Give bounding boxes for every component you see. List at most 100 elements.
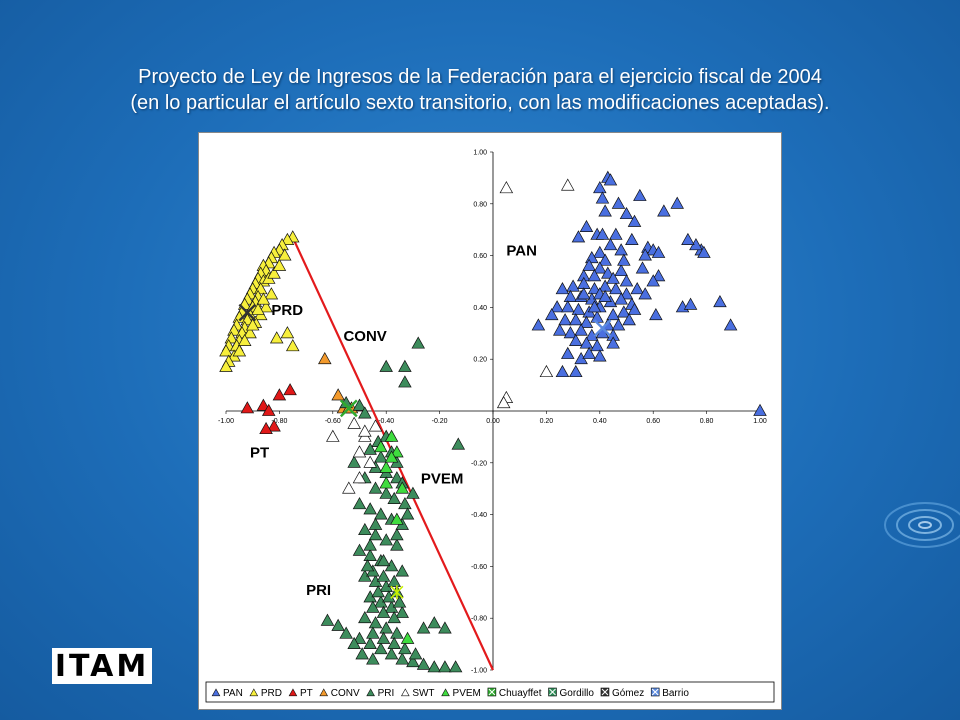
data-point <box>550 300 564 313</box>
data-point <box>651 269 666 282</box>
data-point <box>713 295 727 308</box>
data-point <box>635 261 650 274</box>
data-point <box>368 517 383 530</box>
data-point <box>593 245 607 258</box>
series-barrio <box>593 319 612 337</box>
data-point <box>611 196 626 209</box>
data-point <box>590 339 604 352</box>
data-point <box>395 481 409 494</box>
data-point <box>406 486 420 499</box>
legend-label: PRD <box>261 688 282 699</box>
legend-label: PRI <box>378 688 395 699</box>
y-tick-label: -0.60 <box>471 564 487 571</box>
party-labels: PAN PRD CONV PT PVEM PRI <box>250 243 537 599</box>
data-point <box>245 318 260 331</box>
data-point <box>384 450 399 463</box>
data-point <box>251 302 265 315</box>
data-point <box>392 595 407 608</box>
data-point <box>587 300 602 313</box>
data-point <box>371 585 385 598</box>
data-point <box>347 636 361 650</box>
data-point <box>753 403 767 416</box>
data-point <box>448 660 463 673</box>
data-point <box>598 289 612 302</box>
data-point <box>318 351 332 365</box>
data-point <box>363 442 377 455</box>
data-point <box>352 471 367 484</box>
data-point <box>376 569 391 582</box>
series-chuayffet <box>339 399 358 418</box>
data-point <box>555 364 570 378</box>
data-point <box>579 336 594 349</box>
data-point <box>398 359 412 372</box>
x-tick-label: -1.00 <box>218 418 234 425</box>
y-tick-label: -1.00 <box>471 668 487 675</box>
data-point <box>374 450 388 463</box>
data-point <box>395 605 409 618</box>
legend-item: CONV <box>319 688 360 699</box>
series-gordillo <box>390 585 404 600</box>
data-point <box>259 300 273 313</box>
y-tick-label: -0.80 <box>471 616 487 623</box>
data-point <box>259 421 273 435</box>
data-point <box>582 346 596 359</box>
legend-marker <box>249 688 259 697</box>
data-point <box>280 232 295 245</box>
legend-marker-cross <box>601 688 609 696</box>
y-tick-label: 0.20 <box>473 357 487 364</box>
data-point <box>544 307 559 321</box>
data-point <box>379 476 393 489</box>
data-point <box>363 502 377 515</box>
legend-marker <box>319 688 329 697</box>
series-pan <box>531 170 767 416</box>
data-point <box>366 652 380 665</box>
y-tick-label: 1.00 <box>473 150 487 157</box>
data-point <box>363 548 377 561</box>
data-point <box>387 491 401 504</box>
data-point <box>411 336 426 349</box>
data-point <box>579 315 594 328</box>
data-point <box>563 326 578 339</box>
data-point <box>400 507 415 520</box>
y-tick-label: 0.80 <box>473 201 487 208</box>
data-point <box>352 631 367 644</box>
data-point <box>272 258 287 271</box>
data-point <box>560 346 575 359</box>
data-point <box>379 533 393 546</box>
data-point <box>568 333 583 346</box>
data-point <box>395 652 409 665</box>
data-point <box>723 318 738 331</box>
data-point <box>339 626 353 639</box>
data-point <box>622 313 636 326</box>
data-point <box>368 528 383 541</box>
data-point <box>368 481 383 494</box>
legend-item: PAN <box>211 688 243 699</box>
data-point <box>531 318 546 331</box>
data-point <box>416 657 431 670</box>
data-point <box>400 631 415 644</box>
legend-marker <box>441 688 450 697</box>
data-point <box>617 305 631 318</box>
data-point <box>352 543 367 556</box>
data-point <box>379 359 393 372</box>
data-point <box>261 403 276 416</box>
data-point <box>390 528 404 541</box>
legend-marker-cross <box>549 688 556 696</box>
data-point <box>651 245 666 258</box>
data-point <box>387 574 401 587</box>
legend-item: Gordillo <box>548 687 594 699</box>
data-point <box>256 398 271 411</box>
data-point <box>625 232 639 245</box>
data-point <box>390 445 404 458</box>
data-point <box>619 287 634 300</box>
data-point <box>539 364 554 378</box>
data-point <box>374 642 388 655</box>
data-point <box>237 333 252 346</box>
legend-marker <box>288 688 298 697</box>
data-point <box>331 618 345 631</box>
data-point <box>358 406 372 419</box>
legend-marker-cross <box>488 688 496 696</box>
legend-item: Gómez <box>600 687 644 699</box>
data-point <box>384 429 399 442</box>
party-label-pt: PT <box>250 445 269 462</box>
